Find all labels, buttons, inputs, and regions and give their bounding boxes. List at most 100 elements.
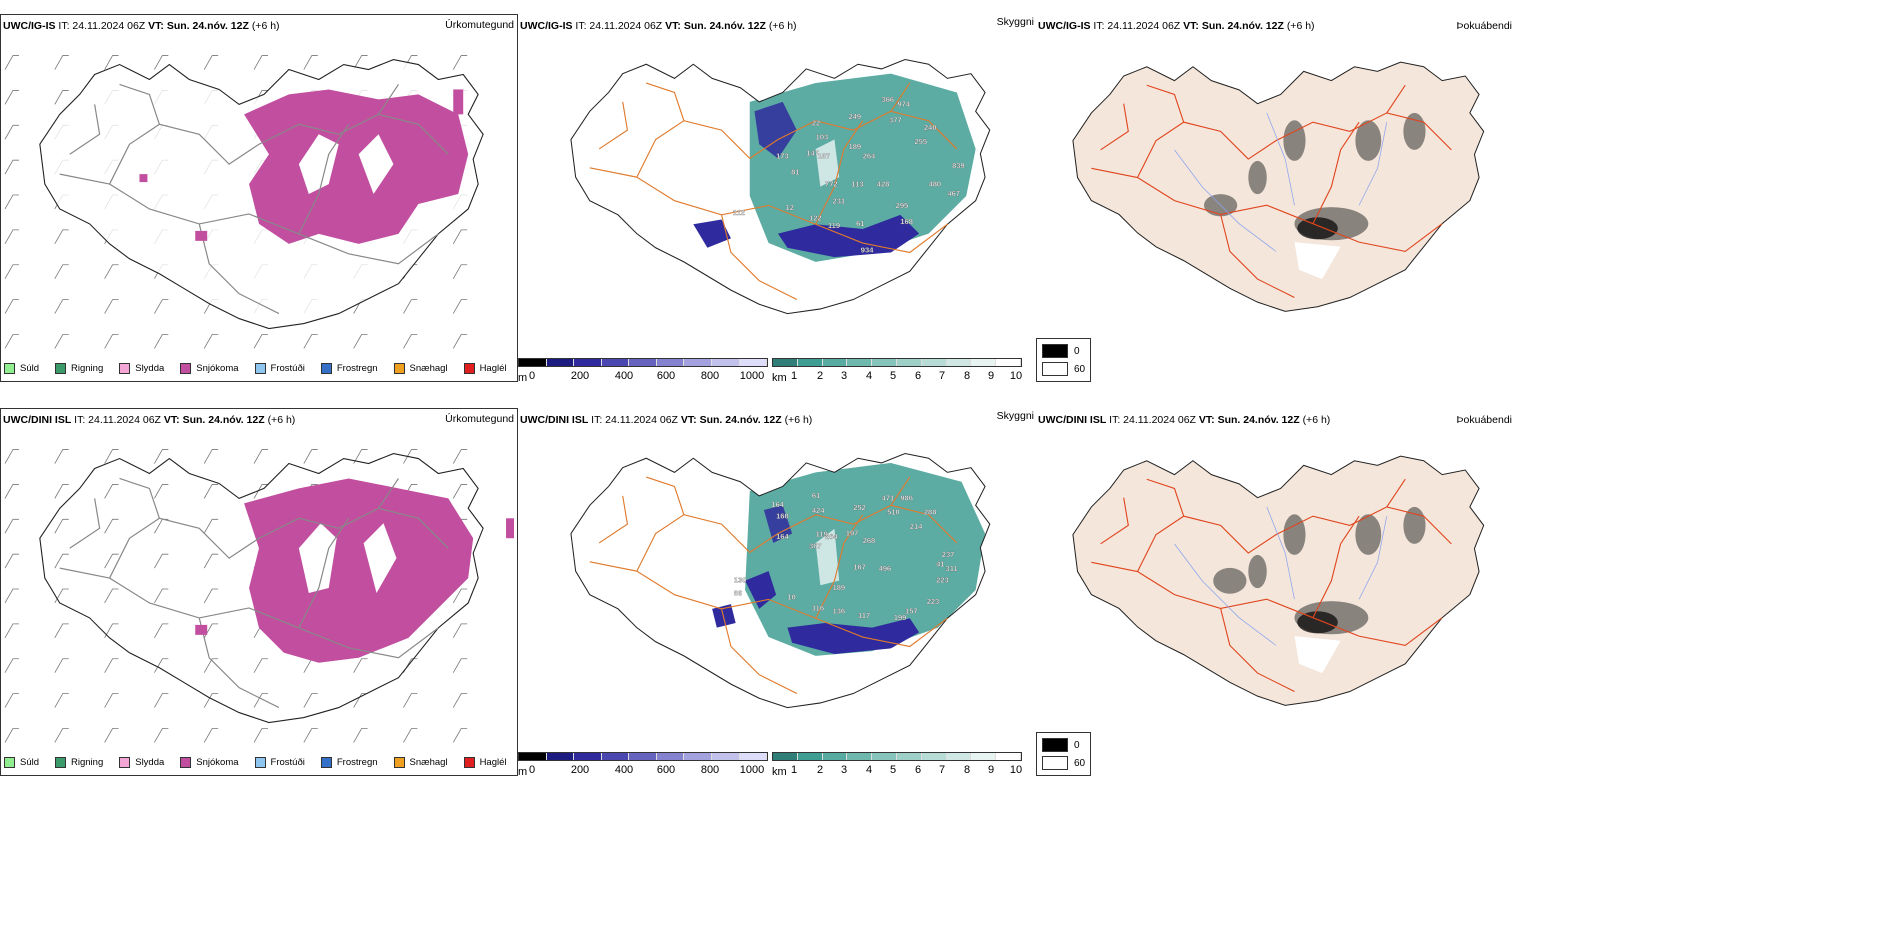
visibility-ticks: 1 2 3 4 5 6 7 8 9 10: [772, 764, 1022, 778]
legend-item: Snjókoma: [180, 360, 239, 376]
legend-swatch: [320, 756, 332, 768]
panel-header: UWC/DINI ISL IT: 24.11.2024 06Z VT: Sun.…: [1038, 414, 1900, 432]
legend-label: Snjókoma: [196, 362, 239, 374]
legend-swatch: [55, 756, 67, 768]
legend-swatch: [254, 756, 266, 768]
init-time: IT: 24.11.2024 06Z: [575, 20, 663, 32]
ceiling-label: 377: [889, 116, 902, 125]
panel-title: Úrkomutegund: [445, 19, 514, 31]
valid-time: Sun. 24.nóv. 12Z: [166, 20, 249, 32]
tick-label: 8: [963, 370, 971, 382]
ceiling-label: 255: [914, 137, 927, 146]
cloud-legend: 0 60: [1036, 732, 1091, 776]
legend-label: Frostregn: [336, 362, 378, 374]
precip-panel: UWC/IG-IS IT: 24.11.2024 06Z VT: Sun. 24…: [0, 14, 518, 382]
ceiling-label: 116: [812, 604, 824, 613]
ceiling-label: 367: [809, 542, 822, 551]
legend-label: Súld: [20, 756, 40, 768]
lead-time: (+6 h): [251, 20, 280, 32]
cloud-legend-label: 60: [1074, 363, 1086, 375]
legend-label: Slydda: [135, 756, 165, 768]
legend-swatch: [180, 756, 192, 768]
valid-time: Sun. 24.nóv. 12Z: [1217, 414, 1300, 426]
ceiling-label: 268: [863, 536, 876, 545]
ceiling-label: 240: [924, 123, 937, 132]
legend-item: Frostúði: [254, 360, 305, 376]
ceiling-label: 81: [791, 167, 799, 176]
ceiling-label: 117: [858, 611, 870, 620]
tick-label: 200: [570, 370, 590, 382]
panel-title: Skyggni: [996, 410, 1034, 422]
panel-title: Úrkomutegund: [445, 413, 514, 425]
legend-item: Snæhagl: [393, 360, 448, 376]
legend-label: Súld: [20, 362, 40, 374]
valid-time-label: VT:: [1198, 414, 1215, 426]
ceiling-ticks: 0 200 400 600 800 1000: [518, 764, 768, 778]
legend-label: Snæhagl: [409, 362, 448, 374]
ceiling-label: 122: [809, 213, 822, 222]
tick-label: 9: [987, 370, 995, 382]
legend-swatch: [320, 362, 332, 374]
row-1: UWC/IG-IS IT: 24.11.2024 06Z VT: Sun. 24…: [0, 0, 1900, 470]
tick-label: 6: [914, 370, 922, 382]
fog-panel: UWC/IG-IS IT: 24.11.2024 06Z VT: Sun. 24…: [1036, 14, 1900, 382]
ceiling-label: 264: [825, 532, 838, 541]
legend-label: Frostregn: [336, 756, 378, 768]
tick-label: 4: [865, 764, 873, 776]
init-time: IT: 24.11.2024 06Z: [1093, 20, 1181, 32]
ceiling-colorbar-bar: [518, 358, 768, 367]
ceiling-label: 311: [946, 564, 958, 573]
legend-item: Frostúði: [254, 754, 305, 770]
ceiling-colorbar: m 0 200 400 600 800 1000: [518, 752, 768, 778]
cloud-legend-swatch: [1042, 756, 1068, 770]
fog-map: [1072, 455, 1485, 706]
lead-time: (+6 h): [267, 414, 296, 426]
legend-swatch: [463, 756, 475, 768]
ceiling-label: 113: [851, 180, 863, 189]
legend-label: Snjókoma: [196, 756, 239, 768]
ceiling-label: 164: [776, 532, 789, 541]
tick-label: 600: [656, 370, 676, 382]
panel-header: UWC/DINI ISL IT: 24.11.2024 06Z VT: Sun.…: [520, 414, 1040, 432]
lead-time: (+6 h): [768, 20, 797, 32]
visibility-unit: km: [772, 372, 787, 384]
tick-label: 8: [963, 764, 971, 776]
tick-label: 7: [938, 370, 946, 382]
precip-panel: UWC/DINI ISL IT: 24.11.2024 06Z VT: Sun.…: [0, 408, 518, 776]
legend-swatch: [463, 362, 475, 374]
panel-title: Skyggni: [996, 16, 1034, 28]
legend-item: Súld: [4, 360, 39, 376]
valid-time: Sun. 24.nóv. 12Z: [1201, 20, 1284, 32]
init-time: IT: 24.11.2024 06Z: [591, 414, 678, 426]
ceiling-label: 199: [894, 613, 907, 622]
ceiling-label: 86: [734, 589, 742, 598]
valid-time: Sun. 24.nóv. 12Z: [699, 414, 782, 426]
tick-label: 600: [656, 764, 676, 776]
ceiling-label: 119: [828, 221, 840, 230]
ceiling-label: 934: [861, 245, 874, 254]
legend-label: Frostúði: [270, 362, 305, 374]
cloud-legend-label: 0: [1074, 739, 1080, 751]
ceiling-label: 249: [849, 112, 862, 121]
ceiling-colorbar-bar: [518, 752, 768, 761]
legend-swatch: [119, 756, 131, 768]
ceiling-label: 510: [887, 508, 900, 517]
legend-item: Frostregn: [320, 754, 378, 770]
valid-time-label: VT:: [680, 414, 697, 426]
lead-time: (+6 h): [1286, 20, 1315, 32]
ceiling-label: 103: [816, 133, 829, 142]
tick-label: 1: [790, 370, 798, 382]
ceiling-label: 471: [882, 494, 895, 503]
tick-label: 0: [528, 370, 536, 382]
panel-header: UWC/IG-IS IT: 24.11.2024 06Z VT: Sun. 24…: [520, 20, 1040, 38]
model-name: UWC/DINI ISL: [3, 414, 72, 426]
tick-label: 800: [700, 370, 720, 382]
tick-label: 400: [614, 764, 634, 776]
tick-label: 6: [914, 764, 922, 776]
legend-label: Rigning: [71, 756, 104, 768]
ceiling-label: 231: [833, 197, 846, 206]
fog-panel: UWC/DINI ISL IT: 24.11.2024 06Z VT: Sun.…: [1036, 408, 1900, 776]
fog-map: [1072, 61, 1485, 312]
legend-swatch: [4, 756, 15, 768]
ceiling-label: 173: [776, 151, 789, 160]
